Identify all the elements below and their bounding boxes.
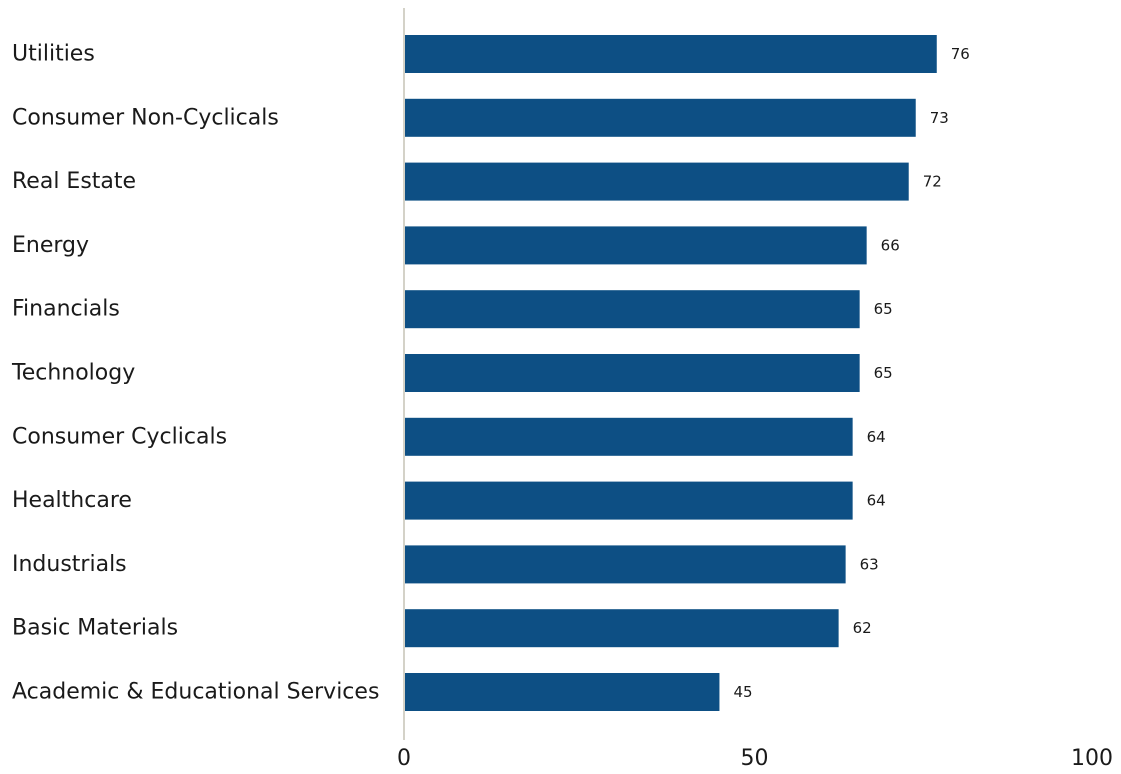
value-label: 64 bbox=[867, 492, 886, 510]
category-label: Industrials bbox=[12, 552, 127, 577]
value-label: 73 bbox=[930, 109, 949, 127]
x-tick-label: 50 bbox=[741, 746, 769, 771]
value-label: 62 bbox=[853, 619, 872, 637]
bar bbox=[405, 98, 916, 137]
category-label: Utilities bbox=[12, 42, 95, 67]
value-label: 63 bbox=[860, 555, 879, 573]
bar bbox=[405, 162, 909, 201]
bar bbox=[405, 290, 860, 329]
bars-group bbox=[405, 35, 937, 711]
value-label: 72 bbox=[923, 173, 942, 191]
x-tick-label: 100 bbox=[1071, 746, 1113, 771]
bar bbox=[405, 35, 937, 73]
category-label: Energy bbox=[12, 233, 89, 258]
category-label: Consumer Non-Cyclicals bbox=[12, 105, 279, 130]
category-label: Basic Materials bbox=[12, 616, 178, 641]
value-label: 65 bbox=[874, 300, 893, 318]
value-label: 66 bbox=[881, 236, 900, 254]
value-labels-group: 76 73 72 66 65 65 64 64 63 62 45 bbox=[733, 45, 969, 701]
value-label: 76 bbox=[951, 45, 970, 63]
value-label: 64 bbox=[867, 428, 886, 446]
value-label: 45 bbox=[733, 683, 752, 701]
category-label: Technology bbox=[11, 361, 135, 386]
category-labels-group: Utilities Consumer Non-Cyclicals Real Esta… bbox=[11, 42, 379, 705]
category-label: Real Estate bbox=[12, 169, 136, 194]
category-label: Academic & Educational Services bbox=[12, 680, 379, 705]
bar bbox=[405, 354, 860, 392]
bar bbox=[405, 481, 853, 520]
bar bbox=[405, 226, 867, 265]
x-tick-label: 0 bbox=[397, 746, 411, 771]
bar bbox=[405, 417, 853, 456]
category-label: Healthcare bbox=[12, 488, 132, 513]
value-label: 65 bbox=[874, 364, 893, 382]
bar bbox=[405, 609, 839, 648]
bar bbox=[405, 673, 720, 711]
bar bbox=[405, 545, 846, 584]
category-label: Financials bbox=[12, 297, 120, 322]
category-label: Consumer Cyclicals bbox=[12, 424, 227, 449]
x-tick-labels-group: 0 50 100 bbox=[397, 746, 1113, 771]
